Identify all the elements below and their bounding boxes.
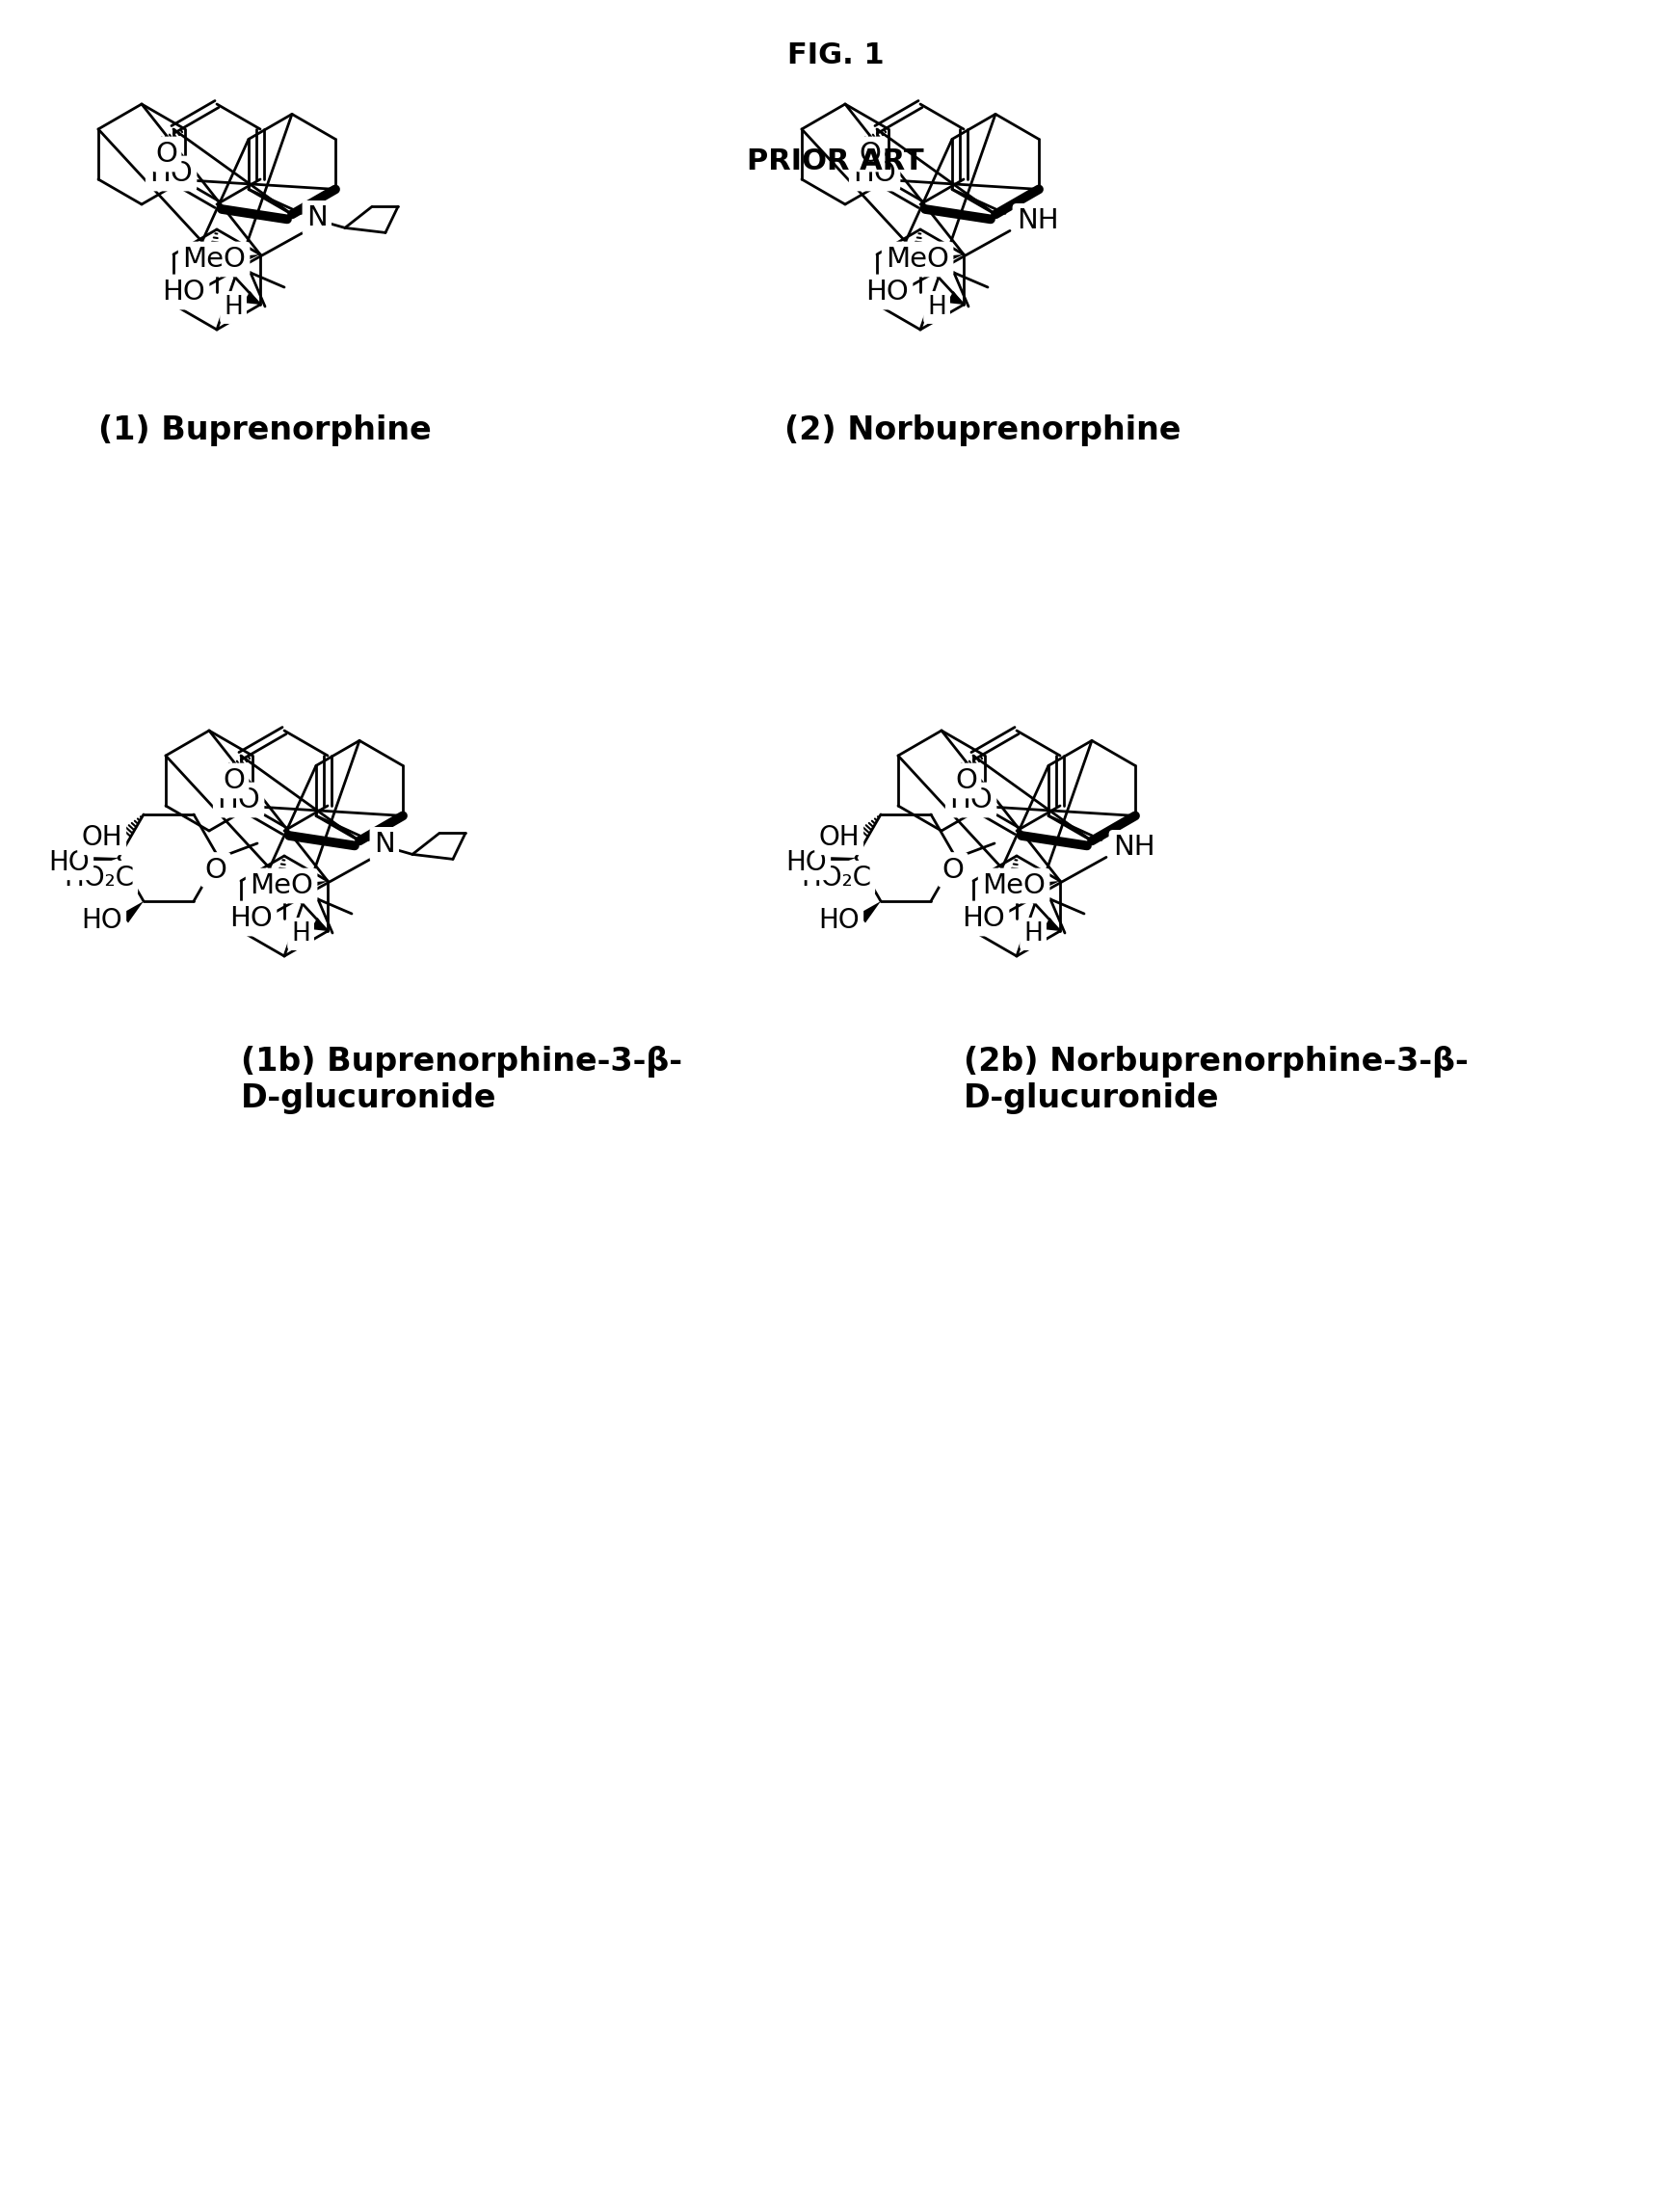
Text: (2) Norbuprenorphine: (2) Norbuprenorphine [785, 414, 1181, 447]
Text: HO: HO [866, 279, 909, 305]
Polygon shape [1021, 880, 1059, 898]
Text: HO: HO [785, 849, 827, 876]
Polygon shape [827, 856, 856, 869]
Text: (1b) Buprenorphine-3-β-
D-glucuronide: (1b) Buprenorphine-3-β- D-glucuronide [241, 1046, 682, 1115]
Text: HO: HO [229, 905, 272, 931]
Polygon shape [120, 900, 144, 922]
Text: HO: HO [162, 279, 206, 305]
Polygon shape [222, 254, 261, 270]
Text: HO: HO [949, 787, 993, 814]
Text: MeO: MeO [886, 246, 949, 272]
Polygon shape [926, 254, 964, 270]
Text: O: O [222, 768, 246, 794]
Text: H: H [1024, 922, 1043, 947]
Text: O: O [942, 856, 964, 883]
Text: O: O [155, 142, 177, 168]
Text: HO₂C: HO₂C [800, 865, 871, 891]
Text: NH: NH [1016, 208, 1059, 234]
Text: FIG. 1: FIG. 1 [787, 42, 884, 69]
Text: H: H [927, 294, 946, 321]
Text: MeO: MeO [249, 872, 312, 900]
Text: HO: HO [48, 849, 90, 876]
Text: HO: HO [962, 905, 1004, 931]
Text: H: H [224, 294, 242, 321]
Text: HO: HO [217, 787, 261, 814]
Text: OH: OH [82, 825, 122, 852]
Text: MeO: MeO [182, 246, 246, 272]
Text: HO: HO [819, 907, 859, 933]
Polygon shape [90, 856, 119, 869]
Text: N: N [306, 206, 328, 232]
Polygon shape [244, 292, 261, 305]
Text: O: O [206, 856, 227, 883]
Polygon shape [857, 900, 881, 922]
Text: (2b) Norbuprenorphine-3-β-
D-glucuronide: (2b) Norbuprenorphine-3-β- D-glucuronide [964, 1046, 1469, 1115]
Text: (1) Buprenorphine: (1) Buprenorphine [99, 414, 431, 447]
Polygon shape [947, 292, 964, 305]
Text: O: O [956, 768, 978, 794]
Polygon shape [1043, 918, 1059, 931]
Text: H: H [291, 922, 311, 947]
Text: MeO: MeO [983, 872, 1046, 900]
Text: HO: HO [150, 159, 192, 188]
Text: HO: HO [854, 159, 896, 188]
Text: O: O [859, 142, 881, 168]
Polygon shape [311, 918, 328, 931]
Polygon shape [289, 880, 328, 898]
Text: PRIOR ART: PRIOR ART [747, 148, 924, 175]
Text: OH: OH [819, 825, 859, 852]
Text: HO₂C: HO₂C [63, 865, 134, 891]
Text: HO: HO [82, 907, 122, 933]
Text: NH: NH [1113, 834, 1155, 860]
Text: N: N [374, 832, 394, 858]
